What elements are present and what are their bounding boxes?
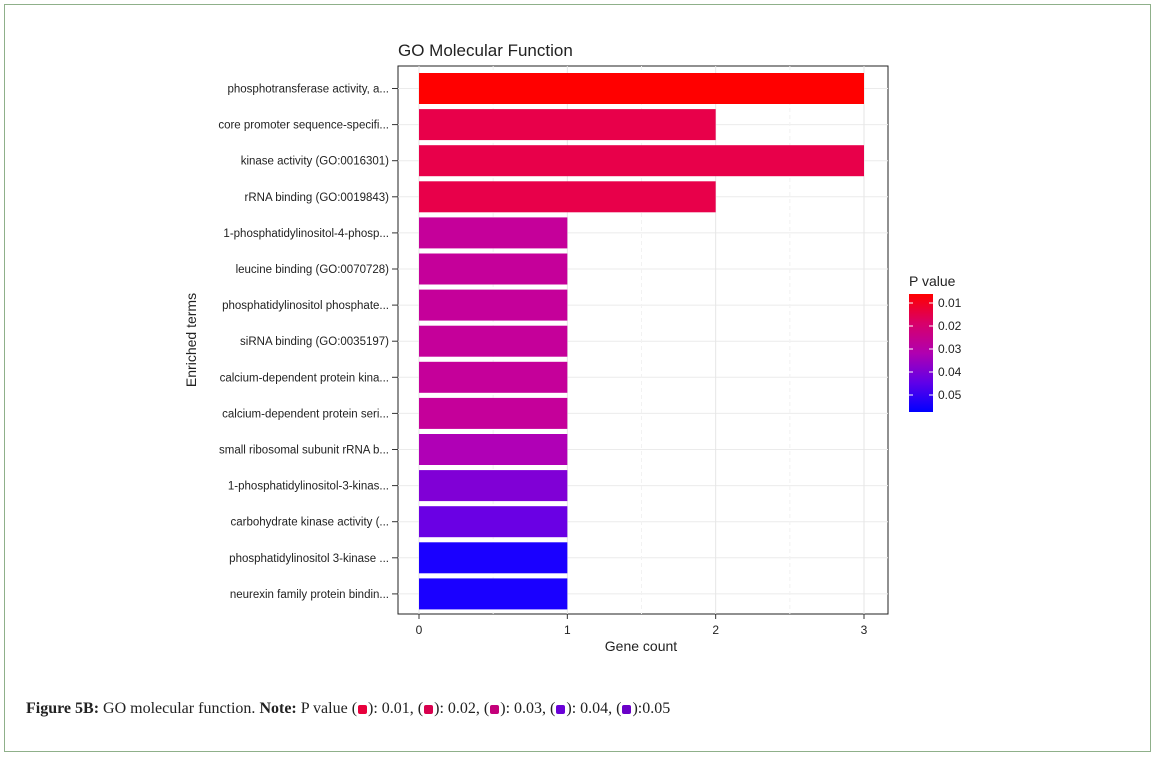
bar [419,470,568,502]
bar [419,434,568,465]
caption-pvalue: ): 0.02, ( [434,700,490,717]
bar [419,181,716,213]
y-tick-label: phosphotransferase activity, a... [227,84,389,96]
y-tick-label: 1-phosphatidylinositol-4-phosp... [223,228,389,240]
bar [419,578,568,610]
caption-note-intro: P value ( [300,700,358,717]
caption-color-swatch [556,705,566,714]
caption-color-swatch [490,705,500,714]
legend-label: 0.04 [938,365,962,379]
y-tick-label: neurexin family protein bindin... [230,589,389,601]
bar [419,289,568,321]
y-tick-label: leucine binding (GO:0070728) [236,264,390,276]
caption-pvalue: ):0.05 [632,700,671,717]
figure-caption: Figure 5B: GO molecular function. Note: … [26,700,1126,718]
legend-label: 0.02 [938,319,962,333]
bar [419,253,568,285]
chart-title: GO Molecular Function [398,41,573,60]
legend-label: 0.03 [938,342,962,356]
legend-label: 0.05 [938,388,962,402]
bar [419,397,568,429]
y-tick-label: core promoter sequence-specifi... [218,120,389,132]
bar-chart: GO Molecular Function phosphotransferase… [183,41,962,654]
bar [419,73,864,104]
legend-title: P value [909,273,956,289]
caption-pvalue: ): 0.03, ( [500,700,556,717]
y-tick-label: small ribosomal subunit rRNA b... [219,445,389,457]
caption-figure-label: Figure 5B: [26,700,100,717]
bar [419,361,568,393]
legend-label: 0.01 [938,296,962,310]
y-tick-label: calcium-dependent protein seri... [222,408,389,420]
caption-pvalue: ): 0.04, ( [566,700,622,717]
y-tick-label: calcium-dependent protein kina... [220,372,389,384]
y-tick-label: siRNA binding (GO:0035197) [240,336,389,348]
caption-color-swatch [424,705,434,714]
caption-note-label: Note: [259,700,297,717]
bar [419,217,568,249]
bar [419,506,568,538]
bar [419,542,568,574]
bar [419,325,568,357]
caption-color-swatch [622,705,632,714]
x-tick-label: 2 [712,623,719,637]
caption-color-swatch [358,705,368,714]
caption-text: GO molecular function. [103,700,256,717]
y-tick-label: 1-phosphatidylinositol-3-kinas... [228,481,389,493]
y-axis-label: Enriched terms [183,293,199,387]
bar [419,109,716,141]
y-tick-label: kinase activity (GO:0016301) [241,156,389,168]
y-tick-label: carbohydrate kinase activity (... [230,517,389,529]
x-tick-label: 3 [861,623,868,637]
x-tick-label: 0 [416,623,423,637]
y-tick-label: phosphatidylinositol 3-kinase ... [229,553,389,565]
x-tick-label: 1 [564,623,571,637]
y-tick-label: phosphatidylinositol phosphate... [222,300,389,312]
x-axis-label: Gene count [605,638,677,654]
caption-pvalue: ): 0.01, ( [368,700,424,717]
legend-colorbar [909,294,933,412]
y-tick-label: rRNA binding (GO:0019843) [245,192,390,204]
bar [419,145,864,177]
